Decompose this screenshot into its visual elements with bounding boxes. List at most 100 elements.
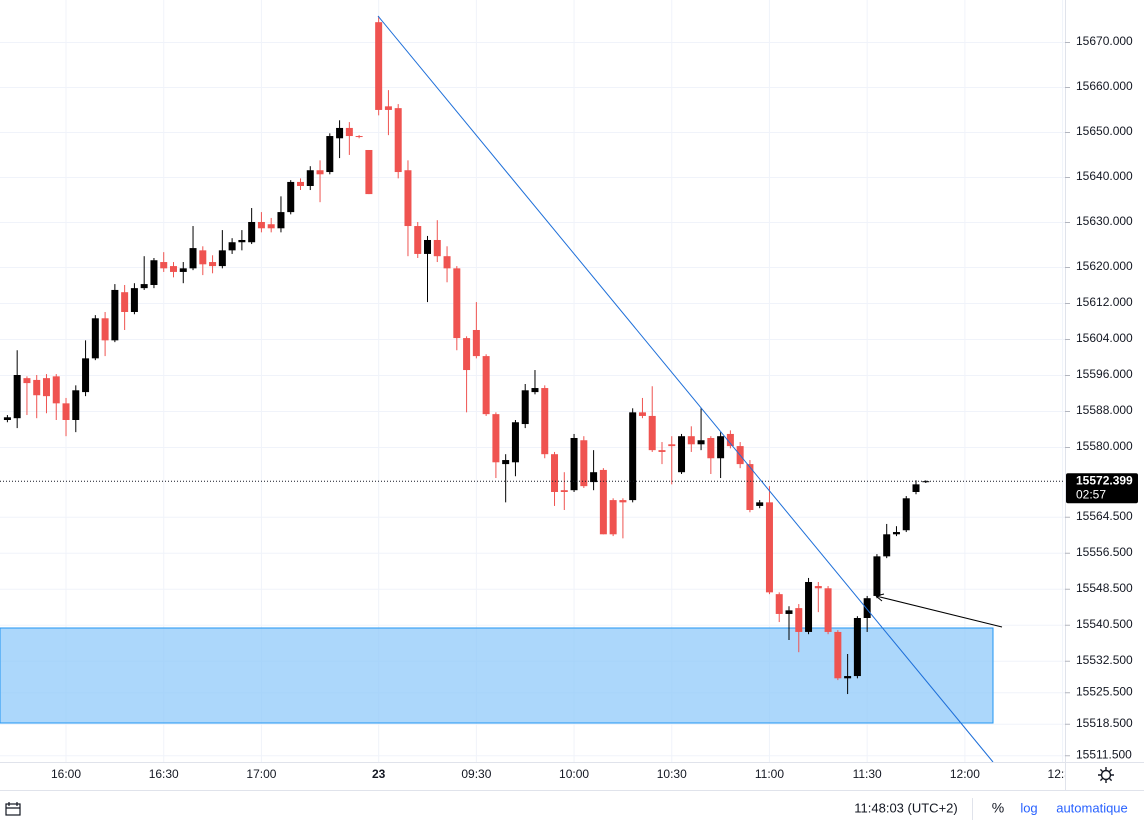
date-range-icon[interactable]	[5, 802, 21, 816]
candle-body	[394, 108, 402, 173]
candle-body	[844, 676, 852, 679]
x-tick-label: 11:00	[755, 767, 784, 781]
candle-body	[814, 586, 822, 589]
candle-body	[570, 437, 578, 491]
candle-body	[33, 379, 41, 396]
candle-body	[453, 268, 461, 339]
candle-body	[345, 127, 353, 137]
candle-body	[560, 490, 568, 492]
candle-body	[892, 532, 900, 535]
percent-toggle[interactable]: %	[992, 800, 1004, 816]
candle-body	[463, 338, 471, 371]
candle-body	[746, 464, 754, 510]
y-tick-label: 15604.000	[1076, 331, 1133, 345]
countdown-label: 02:57	[1076, 487, 1106, 501]
candle-body	[443, 256, 451, 269]
candle-body	[375, 22, 383, 110]
log-toggle[interactable]: log	[1020, 800, 1037, 815]
candle-body	[52, 376, 60, 404]
settings-icon[interactable]	[1098, 767, 1114, 783]
y-tick-label: 15548.500	[1076, 581, 1133, 595]
candle-body	[805, 581, 813, 632]
candle-body	[912, 484, 920, 492]
x-tick-label: 12:00	[950, 767, 980, 781]
candle-body	[3, 417, 11, 420]
candle-body	[62, 403, 70, 420]
y-tick-label: 15612.000	[1076, 295, 1133, 309]
candle-body	[384, 106, 392, 110]
y-tick-label: 15650.000	[1076, 124, 1133, 138]
settings-teeth	[1098, 767, 1114, 783]
candle-body	[23, 378, 31, 384]
y-tick-label: 15540.500	[1076, 617, 1133, 631]
time-axis: 16:00 16:30 17:00 23 09:30 10:00 10:30 11:00 11:…	[51, 767, 1065, 781]
candle-body	[726, 433, 734, 447]
demand-zone	[0, 627, 994, 724]
candle-body	[238, 239, 246, 243]
candle-body	[551, 454, 559, 492]
candle-body	[853, 617, 861, 677]
candle-body	[492, 414, 500, 463]
settings-gear	[1100, 769, 1112, 781]
candle-body	[834, 631, 842, 679]
y-tick-label: 15596.000	[1076, 367, 1133, 381]
candle-body	[336, 127, 344, 139]
candle-body	[160, 262, 168, 269]
candle-body	[306, 170, 314, 186]
candle-body	[209, 262, 217, 267]
candle-body	[150, 260, 158, 285]
x-tick-label: 11:30	[853, 767, 882, 781]
candle-body	[629, 412, 637, 501]
candle-body	[922, 481, 930, 483]
x-tick-label: 09:30	[461, 767, 491, 781]
y-tick-label: 15660.000	[1076, 79, 1133, 93]
clock: 11:48:03 (UTC+2)	[854, 800, 957, 815]
candle-body	[179, 268, 187, 272]
candle-body	[668, 444, 676, 447]
candle-body	[287, 181, 295, 213]
candle-body	[765, 502, 773, 593]
candle-body	[267, 224, 275, 229]
candle-body	[824, 588, 832, 632]
candle-body	[521, 390, 529, 425]
auto-toggle[interactable]: automatique	[1056, 800, 1128, 815]
candle-body	[511, 422, 519, 463]
x-tick-label: 10:00	[559, 767, 589, 781]
candle-body	[42, 378, 50, 397]
candle-body	[82, 358, 90, 393]
x-tick-label: 10:30	[657, 767, 687, 781]
candle-body	[130, 288, 138, 312]
candle-body	[678, 436, 686, 473]
candle-body	[717, 436, 725, 459]
candle-body	[609, 500, 617, 535]
candle-body	[873, 556, 881, 596]
candle-body	[502, 460, 510, 465]
last-price-label: 15572.399	[1076, 473, 1133, 487]
candle-body	[541, 388, 549, 455]
candle-body	[72, 390, 80, 420]
candle-body	[648, 415, 656, 451]
x-tick-label: 16:00	[51, 767, 81, 781]
candle-body	[531, 388, 539, 393]
candle-body	[414, 226, 422, 254]
candle-body	[365, 149, 373, 195]
y-tick-label: 15518.500	[1076, 716, 1133, 730]
candle-body	[326, 136, 334, 173]
y-tick-label: 15620.000	[1076, 259, 1133, 273]
y-tick-label: 15564.500	[1076, 509, 1133, 523]
candle-body	[785, 610, 793, 614]
candle-body	[169, 266, 177, 272]
candle-body	[756, 502, 764, 506]
price-axis: 15670.000 15660.000 15650.000 15640.000 1563…	[1065, 34, 1133, 761]
y-tick-label: 15580.000	[1076, 439, 1133, 453]
candle-body	[775, 594, 783, 614]
candle-body	[472, 329, 480, 357]
candle-body	[863, 598, 871, 618]
candle-body	[228, 242, 236, 251]
candle-body	[189, 248, 197, 269]
y-tick-label: 15588.000	[1076, 403, 1133, 417]
y-tick-label: 15511.500	[1076, 747, 1132, 761]
x-tick-label: 23	[372, 767, 386, 781]
